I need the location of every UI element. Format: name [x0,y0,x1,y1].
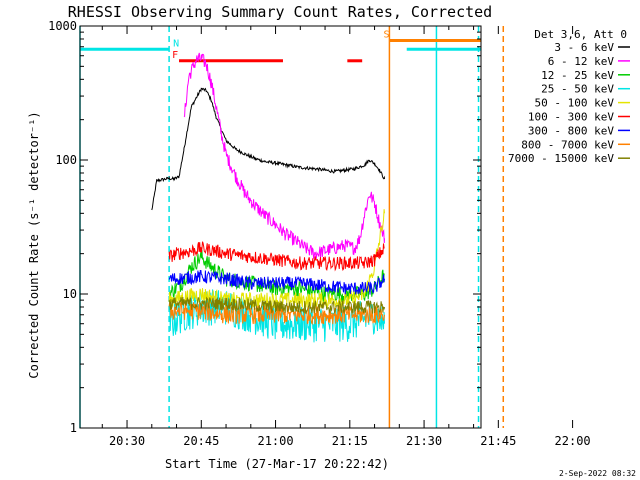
y-tick-label: 1 [70,421,77,435]
flag-label-f: F [172,50,178,61]
x-tick-label: 20:45 [183,434,219,448]
legend-entry-label: 12 - 25 keV [541,69,614,82]
legend-entry-label: 300 - 800 keV [528,124,614,137]
series-line-6-12-kev [183,52,385,259]
x-axis-label: Start Time (27-Mar-17 20:22:42) [165,457,389,471]
series-line-7000-15000-kev [168,296,385,315]
legend-entry-label: 100 - 300 keV [528,111,614,124]
y-tick-label: 100 [55,153,77,167]
series-line-300-800-kev [168,270,385,295]
legend-title: Det 3,6, Att 0 [534,28,627,41]
flag-label-s: S [383,29,389,40]
legend-entry-label: 800 - 7000 keV [521,138,614,151]
plot-area: NF S [79,26,505,428]
x-tick-label: 21:15 [332,434,368,448]
x-tick-label: 22:00 [555,434,591,448]
x-tick-label: 21:30 [406,434,442,448]
legend-entry-label: 7000 - 15000 keV [508,152,614,165]
footer-date: 2-Sep-2022 08:32 [559,469,636,478]
legend-entry-label: 6 - 12 keV [548,55,615,68]
x-tick-label: 20:30 [109,434,145,448]
y-tick-label: 1000 [48,19,77,33]
legend-entry-label: 25 - 50 keV [541,83,614,96]
series-line-100-300-kev [168,241,385,272]
x-tick-label: 21:45 [480,434,516,448]
series-line-3-6-kev [151,87,385,211]
legend-entry-label: 50 - 100 keV [535,97,615,110]
x-tick-label: 21:00 [257,434,293,448]
legend-entry-label: 3 - 6 keV [554,41,614,54]
chart-title: RHESSI Observing Summary Count Rates, Co… [68,3,492,21]
y-tick-label: 10 [63,287,77,301]
flag-label-n: N [173,38,179,49]
plot-frame [79,25,482,429]
axes: 1 10 100 1000 20:30 20:45 21:00 21:15 21:30 21:45… [48,19,591,448]
y-axis-label: Corrected Count Rate (s⁻¹ detector⁻¹) [27,111,41,378]
